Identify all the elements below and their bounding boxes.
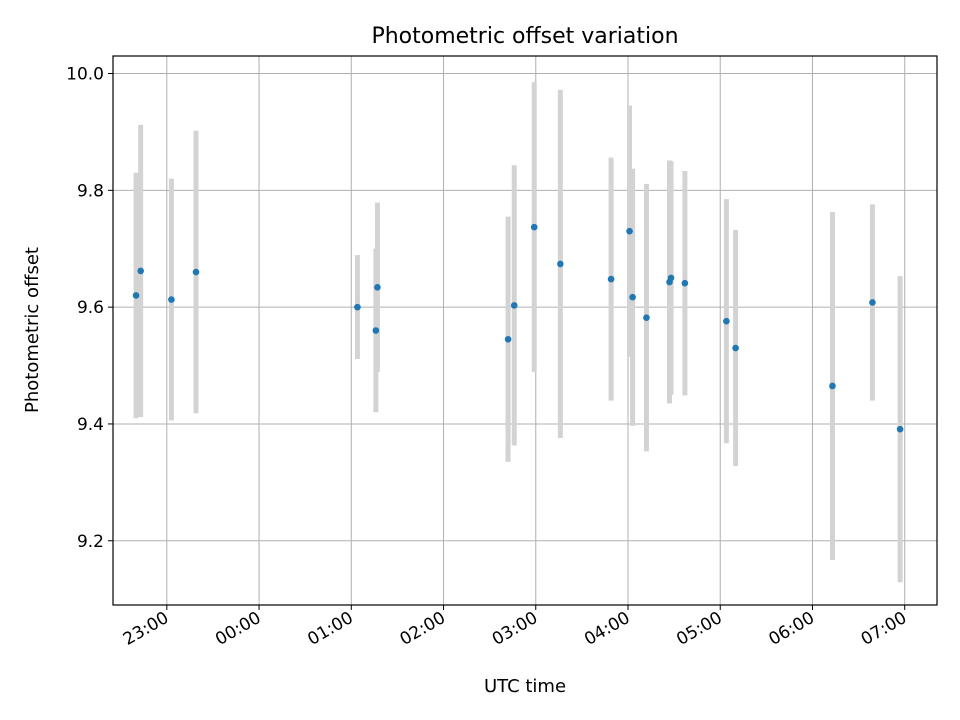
- data-point: [732, 344, 739, 352]
- data-point: [354, 303, 361, 311]
- data-point: [132, 292, 140, 299]
- data-point: [137, 267, 144, 275]
- y-axis-label: Photometric offset: [22, 247, 43, 413]
- data-point: [168, 296, 175, 303]
- data-point: [681, 279, 689, 287]
- x-axis-label: UTC time: [484, 676, 566, 697]
- data-point: [374, 283, 381, 291]
- y-tick-label: 10.0: [66, 65, 104, 85]
- data-point: [829, 382, 836, 390]
- chart-title: Photometric offset variation: [371, 24, 678, 49]
- y-tick-label: 9.8: [77, 181, 104, 201]
- data-point: [192, 268, 200, 276]
- y-tick-label: 9.4: [77, 415, 104, 435]
- plot-frame: [112, 55, 938, 606]
- data-point: [629, 293, 636, 301]
- data-point: [643, 314, 650, 321]
- data-point: [530, 223, 538, 231]
- data-point: [510, 302, 518, 309]
- data-point: [607, 275, 615, 283]
- data-point: [896, 425, 904, 433]
- y-tick-label: 9.6: [77, 298, 104, 318]
- data-point: [626, 227, 633, 235]
- data-point: [723, 317, 730, 325]
- data-point: [504, 335, 512, 343]
- data-point: [869, 299, 876, 306]
- y-axis-ticks: 9.2 9.4 9.6 9.8 10.0: [66, 65, 113, 552]
- y-tick-label: 9.2: [77, 532, 104, 552]
- data-point: [557, 260, 564, 268]
- data-points: [132, 223, 904, 433]
- data-point: [667, 274, 675, 282]
- grid: [113, 56, 937, 605]
- data-point: [372, 327, 380, 334]
- plot-area: [113, 56, 937, 605]
